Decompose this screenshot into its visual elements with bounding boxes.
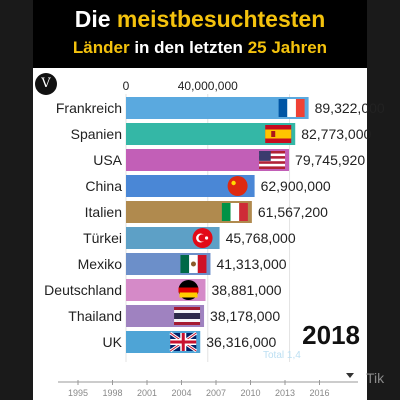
- subtitle-part3: 25 Jahren: [247, 38, 328, 57]
- category-label: Thailand: [68, 308, 122, 324]
- left-dark-margin: [0, 0, 33, 400]
- year-label: 2018: [302, 320, 360, 350]
- channel-logo: V: [35, 73, 57, 95]
- timeline-tick-label: 2007: [206, 388, 226, 398]
- france-flag-icon: [278, 99, 305, 117]
- timeline-tick-label: 1998: [102, 388, 122, 398]
- usa-flag-icon: [259, 151, 286, 169]
- spain-flag-icon: [265, 125, 292, 143]
- axis-tick-label: 0: [123, 79, 130, 93]
- timeline-marker-icon: [346, 373, 354, 378]
- category-label: Frankreich: [56, 100, 122, 116]
- value-label: 38,178,000: [210, 308, 280, 324]
- chart-subtitle: Länder in den letzten 25 Jahren: [33, 38, 367, 58]
- chart-title: Die meistbesuchtesten: [33, 6, 367, 33]
- timeline-tick-label: 1995: [68, 388, 88, 398]
- subtitle-part1: Länder: [72, 38, 130, 57]
- category-label: Spanien: [71, 126, 122, 142]
- category-label: Türkei: [83, 230, 122, 246]
- timeline-tick-label: 2010: [240, 388, 260, 398]
- bar: [126, 97, 309, 119]
- germany-flag-icon: [178, 280, 199, 300]
- title-bar: Die meistbesuchtesten Länder in den letz…: [33, 0, 367, 68]
- timeline-tick-label: 2004: [171, 388, 191, 398]
- category-label: UK: [103, 334, 123, 350]
- category-label: USA: [93, 152, 122, 168]
- category-label: Mexiko: [78, 256, 123, 272]
- italy-flag-icon: [221, 203, 248, 221]
- value-label: 89,322,000: [315, 100, 385, 116]
- title-part1: Die: [74, 6, 111, 32]
- category-label: Deutschland: [44, 282, 122, 298]
- bar: [126, 149, 290, 171]
- timeline-tick-label: 2013: [275, 388, 295, 398]
- bar: [126, 123, 296, 145]
- bar: [126, 201, 252, 223]
- subtitle-part2: in den letzten: [134, 38, 243, 57]
- watermark-text: Tik: [366, 370, 385, 386]
- right-dark-margin: [367, 0, 400, 400]
- china-flag-icon: [227, 176, 248, 196]
- mexico-flag-icon: [180, 255, 207, 273]
- value-label: 79,745,920: [295, 152, 365, 168]
- total-label: Total 1,4: [263, 350, 301, 361]
- title-part2: meistbesuchtesten: [116, 6, 326, 32]
- timeline-tick-label: 2001: [137, 388, 157, 398]
- value-label: 41,313,000: [216, 256, 286, 272]
- value-label: 38,881,000: [211, 282, 281, 298]
- value-label: 36,316,000: [206, 334, 276, 350]
- value-label: 61,567,200: [258, 204, 328, 220]
- category-label: China: [85, 178, 122, 194]
- thailand-flag-icon: [174, 307, 201, 325]
- value-label: 45,768,000: [226, 230, 296, 246]
- value-label: 82,773,000: [301, 126, 371, 142]
- turkey-flag-icon: [192, 228, 213, 248]
- axis-tick-label: 40,000,000: [178, 79, 238, 93]
- value-label: 62,900,000: [261, 178, 331, 194]
- category-label: Italien: [85, 204, 122, 220]
- uk-flag-icon: [169, 331, 198, 353]
- bar: [126, 175, 255, 197]
- timeline-tick-label: 2016: [309, 388, 329, 398]
